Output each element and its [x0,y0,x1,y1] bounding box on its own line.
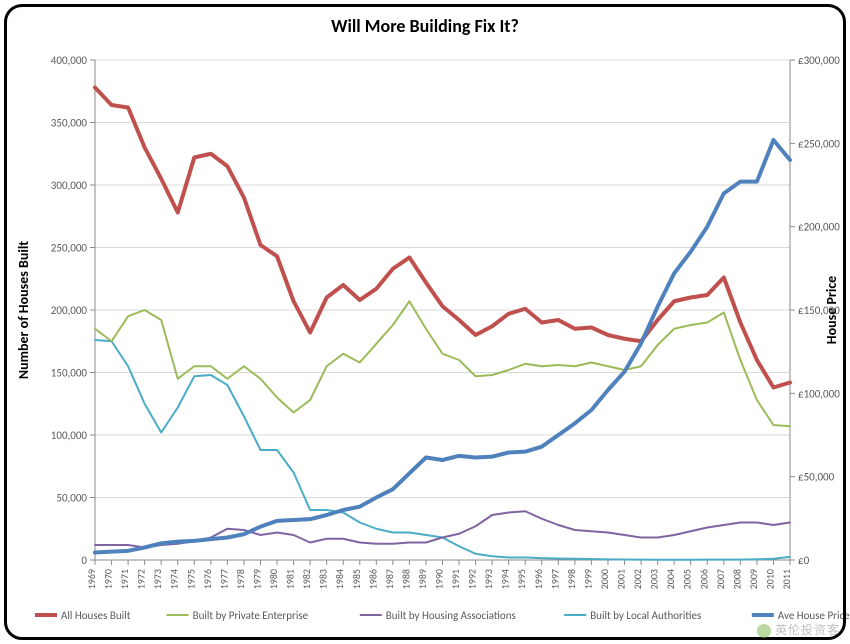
chart-border [4,4,846,640]
chart-frame: Will More Building Fix It?050,000100,000… [0,0,850,644]
